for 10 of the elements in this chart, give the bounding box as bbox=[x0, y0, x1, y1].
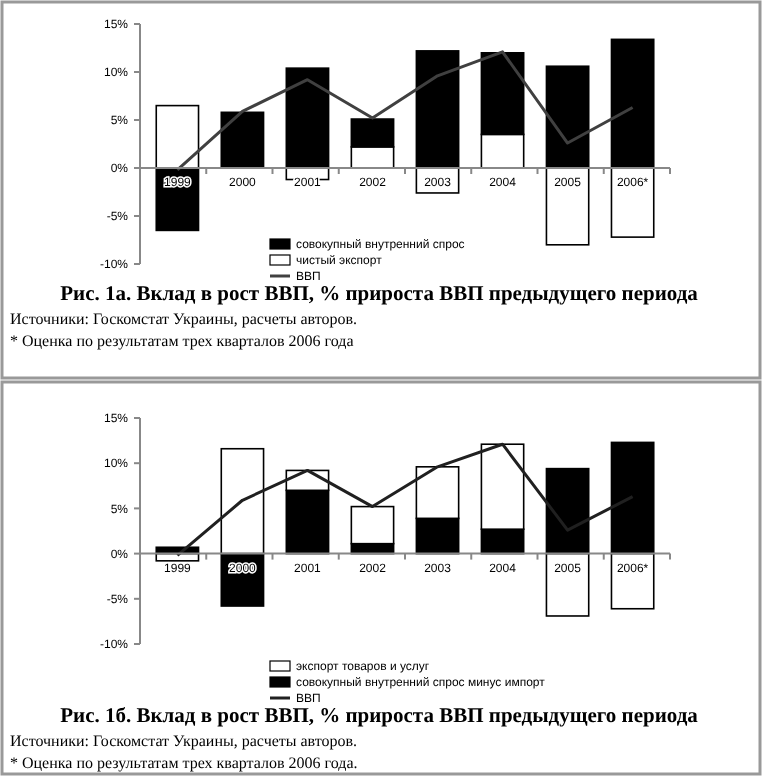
text: Рис. 1а. Вклад в рост ВВП, % прироста ВВП предыдущего периода bbox=[60, 284, 700, 306]
line-series bbox=[175, 442, 635, 557]
text: Рис. 1б. Вклад в рост ВВП, % прироста ВВП предыдущего периода bbox=[60, 706, 700, 728]
text: * Оценка по результатам трех кварталов 2006 года. bbox=[10, 754, 358, 772]
line-series bbox=[175, 50, 635, 172]
text: Источники: Госкомстат Украины, расчеты авторов. bbox=[10, 310, 358, 328]
bar bbox=[350, 505, 395, 545]
text: Источники: Госкомстат Украины, расчеты авторов. bbox=[10, 732, 358, 750]
text: * Оценка по результатам трех кварталов 2006 года bbox=[10, 332, 355, 350]
bar bbox=[220, 111, 265, 169]
